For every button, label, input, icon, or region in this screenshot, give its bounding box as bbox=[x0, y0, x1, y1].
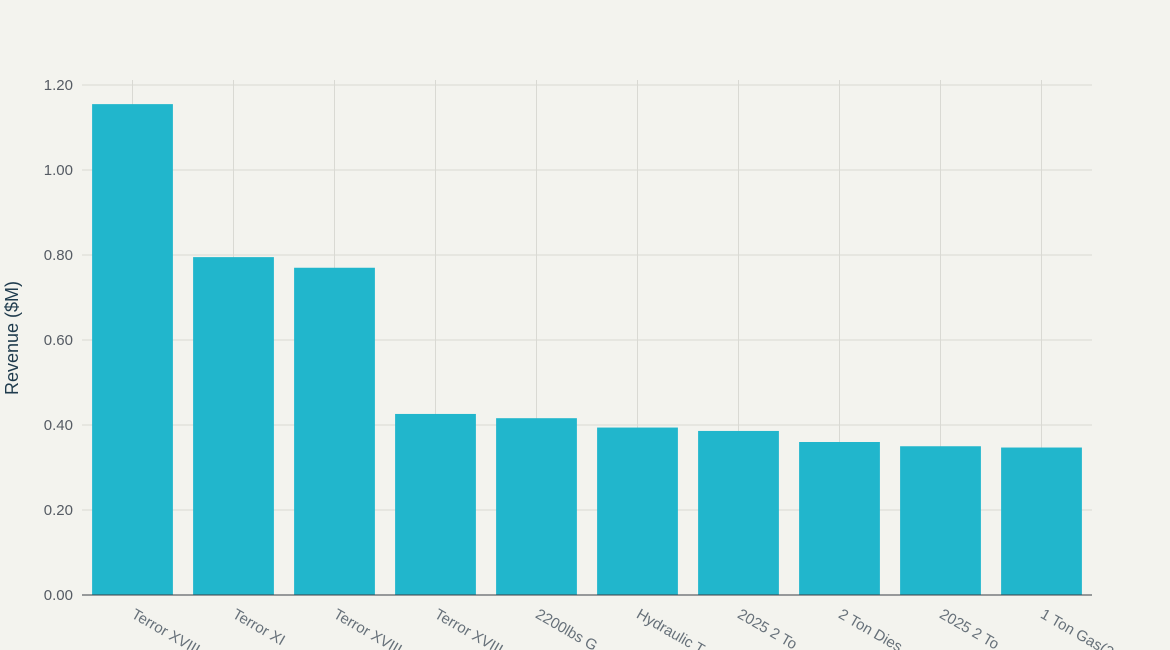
x-tick-label: Terror XI bbox=[230, 606, 288, 649]
y-tick-label: 1.00 bbox=[44, 162, 73, 179]
bar bbox=[900, 446, 981, 595]
bars bbox=[92, 104, 1082, 595]
bar bbox=[799, 442, 880, 595]
bar bbox=[294, 267, 375, 595]
x-tick-label: 2 Ton Dies bbox=[836, 606, 906, 650]
x-tick-label: 2025 2 To bbox=[937, 606, 1002, 650]
bar bbox=[395, 413, 476, 595]
bar bbox=[496, 418, 577, 595]
x-tick-label: Hydraulic T bbox=[634, 606, 708, 650]
bar bbox=[92, 104, 173, 595]
bar bbox=[597, 427, 678, 595]
y-tick-label: 0.60 bbox=[44, 332, 73, 349]
y-axis-title: Revenue ($M) bbox=[2, 281, 22, 395]
x-tick-labels: Terror XVIII Terror XI Terror XVIII Terror … bbox=[129, 606, 1117, 650]
y-tick-label: 1.20 bbox=[44, 77, 73, 94]
x-tick-label: 1 Ton Gas(2 bbox=[1038, 606, 1117, 650]
x-tick-label: Terror XVIII bbox=[331, 606, 405, 650]
y-tick-label: 0.20 bbox=[44, 502, 73, 519]
bar bbox=[193, 257, 274, 595]
bar bbox=[698, 430, 779, 595]
y-tick-labels: 0.00 0.20 0.40 0.60 0.80 1.00 1.20 bbox=[44, 77, 73, 604]
y-tick-label: 0.80 bbox=[44, 247, 73, 264]
y-tick-label: 0.40 bbox=[44, 417, 73, 434]
y-tick-label: 0.00 bbox=[44, 587, 73, 604]
bar bbox=[1001, 447, 1082, 595]
x-tick-label: 2200lbs G bbox=[533, 606, 601, 650]
x-tick-label: Terror XVIII bbox=[432, 606, 506, 650]
x-tick-label: 2025 2 To bbox=[735, 606, 800, 650]
x-tick-label: Terror XVIII bbox=[129, 606, 203, 650]
